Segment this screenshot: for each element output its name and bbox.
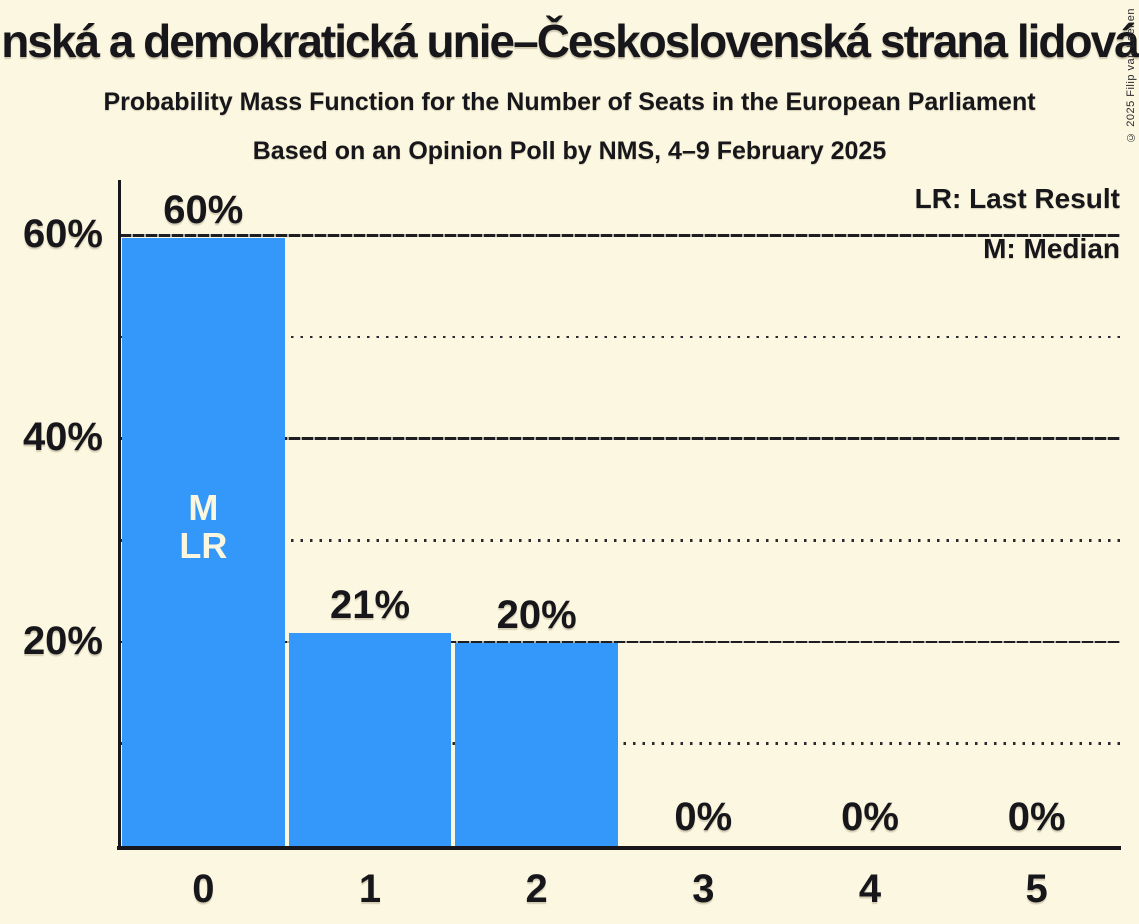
x-tick-label-4: 4 <box>858 867 882 911</box>
bar-seats-0 <box>122 238 285 846</box>
x-tick-label-0: 0 <box>192 867 215 911</box>
value-label-seats-3: 0% <box>674 795 733 839</box>
median-last-result-annotation: M LR <box>179 487 228 566</box>
x-tick-label-5: 5 <box>1025 867 1048 911</box>
gridline-major-40pct <box>120 437 1120 440</box>
value-label-seats-4: 0% <box>841 795 899 839</box>
x-tick-label-3: 3 <box>692 867 715 911</box>
gridline-major-60pct <box>120 234 1120 237</box>
value-label-seats-2: 20% <box>496 593 577 637</box>
x-tick-label-1: 1 <box>358 867 382 911</box>
gridline-major-20pct <box>120 640 1120 644</box>
chart-subtitle: Probability Mass Function for the Number… <box>103 88 1036 116</box>
gridline-minor-10pct <box>120 742 1120 745</box>
value-label-seats-1: 21% <box>329 583 411 627</box>
y-tick-label-40pct: 40% <box>22 415 103 460</box>
y-tick-label-20pct: 20% <box>22 618 103 663</box>
legend-last-result: LR: Last Result <box>914 183 1120 214</box>
chart-poll-source: Based on an Opinion Poll by NMS, 4–9 Feb… <box>252 137 887 165</box>
gridline-minor-30pct <box>120 539 1120 542</box>
chart-title: nská a demokratická unie–Československá … <box>1 15 1139 67</box>
copyright-notice: © 2025 Filip van Laenen <box>1125 8 1137 143</box>
gridline-minor-50pct <box>120 335 1120 339</box>
bar-seats-2 <box>455 643 618 846</box>
x-axis-line <box>117 846 1121 850</box>
legend-median: M: Median <box>983 233 1120 264</box>
bar-seats-1 <box>288 633 452 846</box>
y-axis-line <box>118 180 121 848</box>
x-tick-label-2: 2 <box>525 867 548 911</box>
y-tick-label-60pct: 60% <box>22 212 103 256</box>
value-label-seats-0: 60% <box>163 188 244 232</box>
value-label-seats-5: 0% <box>1007 795 1066 839</box>
